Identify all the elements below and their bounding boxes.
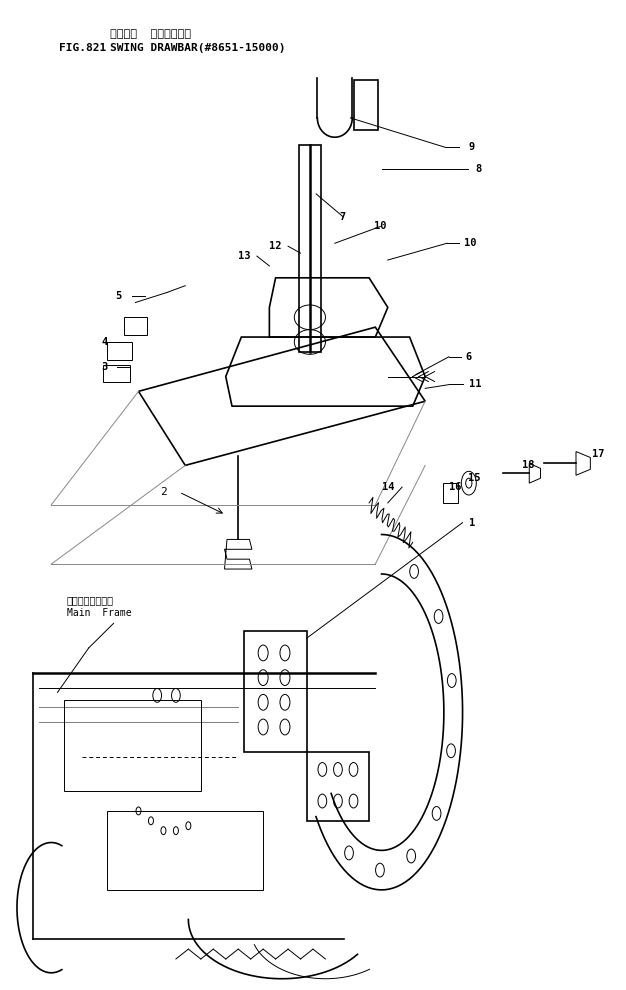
Text: 16: 16 [449, 482, 461, 492]
Text: 5: 5 [115, 291, 121, 301]
Text: 12: 12 [269, 242, 282, 251]
Text: 13: 13 [239, 251, 250, 261]
Text: 7: 7 [340, 212, 346, 222]
Text: 11: 11 [469, 379, 481, 389]
Text: メイン　フレーム: メイン フレーム [67, 596, 114, 606]
Text: 15: 15 [468, 473, 480, 483]
Text: 17: 17 [592, 448, 605, 458]
Text: 8: 8 [475, 164, 481, 174]
Text: SWING DRAWBAR(#8651-15000): SWING DRAWBAR(#8651-15000) [110, 43, 286, 52]
Text: FIG.821: FIG.821 [59, 43, 106, 52]
Text: 10: 10 [464, 239, 477, 248]
Text: 18: 18 [521, 460, 534, 470]
Text: 14: 14 [381, 482, 394, 492]
Text: 2: 2 [160, 487, 167, 497]
Text: 4: 4 [101, 337, 107, 346]
Text: 10: 10 [374, 222, 387, 232]
Text: 9: 9 [469, 143, 475, 152]
Text: 6: 6 [466, 351, 472, 361]
Text: Main  Frame: Main Frame [67, 609, 131, 619]
Text: 1: 1 [469, 518, 475, 528]
Text: スイング  ド・ローバ゛: スイング ド・ローバ゛ [110, 29, 192, 39]
Text: 3: 3 [101, 361, 107, 371]
